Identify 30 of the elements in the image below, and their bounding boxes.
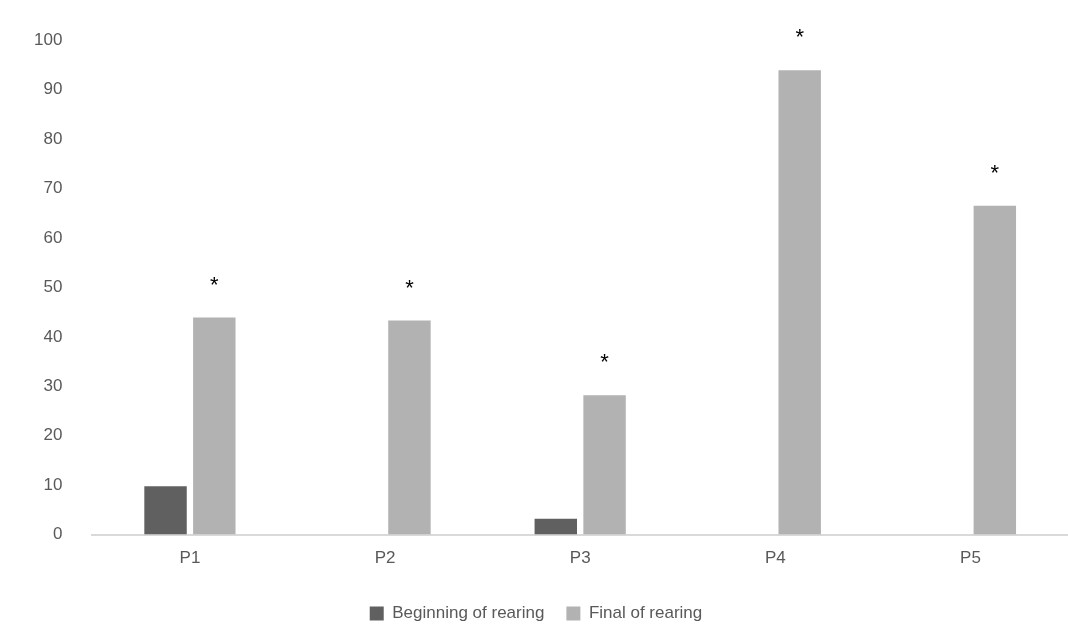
y-tick-label: 40	[43, 326, 63, 346]
y-tick-label: 10	[43, 474, 63, 494]
bar	[534, 518, 578, 535]
y-tick-label: 70	[43, 178, 63, 198]
bar	[388, 320, 431, 535]
annotation: *	[210, 271, 220, 297]
bar	[973, 205, 1017, 535]
annotation: *	[990, 159, 1000, 185]
x-tick-label: P5	[960, 548, 981, 568]
x-tick-label: P1	[179, 548, 201, 568]
y-tick-label: 100	[33, 29, 63, 49]
legend-label: Final of rearing	[588, 603, 703, 623]
annotation: *	[600, 349, 610, 375]
y-tick-label: 90	[43, 79, 63, 99]
y-tick-label: 20	[43, 425, 63, 445]
y-tick-label: 80	[43, 128, 63, 148]
y-tick-label: 30	[43, 375, 63, 395]
x-tick-label: P2	[374, 548, 396, 568]
bar	[193, 317, 236, 535]
y-tick-label: 0	[52, 524, 63, 544]
bar	[583, 395, 626, 535]
y-tick-label: 60	[43, 227, 63, 247]
bar	[144, 486, 187, 535]
annotation: *	[405, 274, 415, 300]
annotation: *	[795, 24, 805, 50]
x-tick-label: P3	[569, 548, 591, 568]
y-tick-label: 50	[43, 277, 63, 297]
x-tick-label: P4	[764, 548, 786, 568]
bar	[778, 70, 821, 535]
legend-label: Beginning of rearing	[392, 603, 545, 623]
